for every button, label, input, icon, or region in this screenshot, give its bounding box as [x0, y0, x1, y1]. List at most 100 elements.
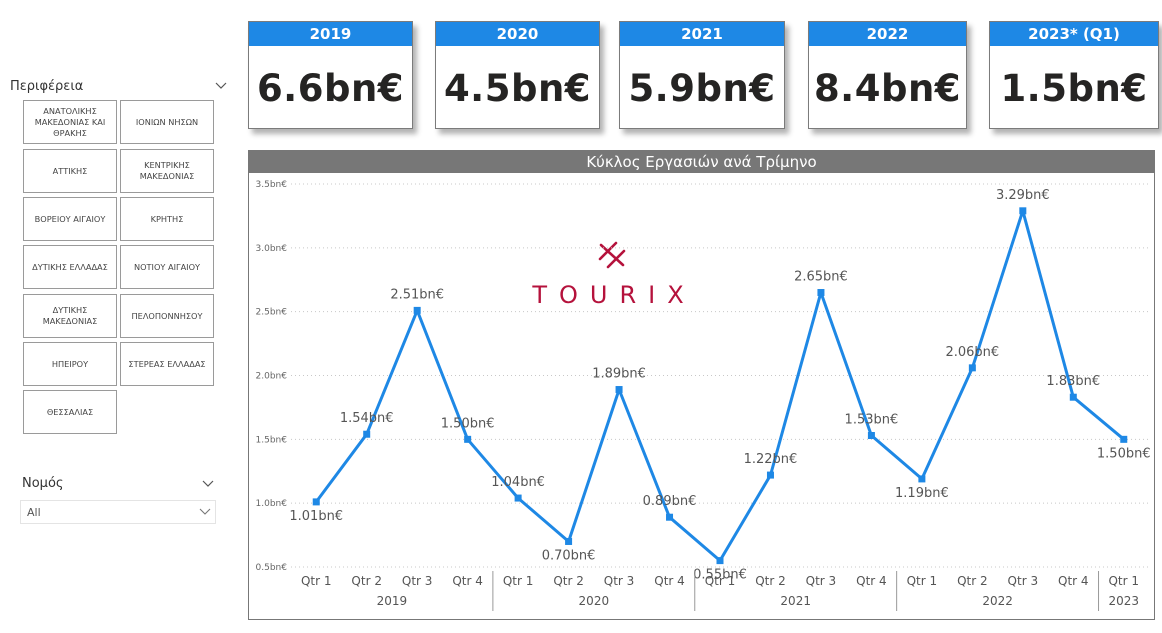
x-tick-label: Qtr 4 — [1058, 574, 1089, 588]
kpi-card-value: 1.5bn€ — [1000, 67, 1148, 110]
revenue-series-line — [314, 209, 1125, 563]
x-tick-label: Qtr 2 — [957, 574, 988, 588]
kpi-card-2021: 2021 5.9bn€ — [619, 21, 785, 129]
data-label: 2.06bn€ — [945, 345, 999, 360]
y-tick-label: 3.5bn€ — [256, 180, 288, 190]
year-label: 2023 — [1108, 594, 1139, 608]
data-point-marker — [1120, 435, 1128, 443]
chevron-down-icon[interactable] — [201, 477, 215, 491]
data-label: 0.89bn€ — [643, 494, 697, 509]
data-label: 2.51bn€ — [390, 287, 444, 302]
year-label: 2022 — [982, 594, 1013, 608]
data-label: 1.01bn€ — [289, 509, 343, 524]
tourix-logo-mark — [598, 241, 626, 269]
tourix-logo: TOURIX — [531, 241, 695, 309]
data-point-marker — [716, 557, 724, 565]
chart-title: Κύκλος Εργασιών ανά Τρίμηνο — [249, 151, 1154, 173]
data-label: 1.53bn€ — [845, 413, 899, 428]
kpi-card-2022: 2022 8.4bn€ — [808, 21, 967, 129]
y-tick-label: 1.5bn€ — [256, 435, 288, 445]
y-tick-label: 3.0bn€ — [256, 244, 288, 254]
region-tile[interactable]: ΔΥΤΙΚΗΣ ΜΑΚΕΔΟΝΙΑΣ — [23, 294, 117, 338]
kpi-card-value: 5.9bn€ — [628, 67, 776, 110]
x-tick-label: Qtr 1 — [907, 574, 938, 588]
data-point-marker — [666, 513, 674, 521]
x-tick-label: Qtr 1 — [1108, 574, 1139, 588]
data-label: 1.50bn€ — [1097, 446, 1151, 461]
data-point-marker — [817, 289, 825, 297]
quarterly-revenue-chart: Κύκλος Εργασιών ανά Τρίμηνο TOURIX 0.5bn… — [248, 150, 1155, 620]
kpi-card-2020: 2020 4.5bn€ — [435, 21, 600, 129]
region-tile[interactable]: ΙΟΝΙΩΝ ΝΗΣΩΝ — [120, 100, 214, 144]
x-tick-label: Qtr 3 — [604, 574, 635, 588]
data-label: 1.22bn€ — [744, 452, 798, 467]
y-tick-label: 2.5bn€ — [256, 308, 288, 318]
data-label: 0.70bn€ — [542, 548, 596, 563]
tourix-logo-text: TOURIX — [531, 281, 695, 309]
region-tile[interactable]: ΑΝΑΤΟΛΙΚΗΣ ΜΑΚΕΔΟΝΙΑΣ ΚΑΙ ΘΡΑΚΗΣ — [23, 100, 117, 144]
data-point-marker — [312, 498, 320, 506]
data-point-marker — [867, 432, 875, 440]
chevron-down-icon — [199, 508, 211, 515]
kpi-card-2019: 2019 6.6bn€ — [248, 21, 413, 129]
x-tick-label: Qtr 3 — [402, 574, 433, 588]
region-tile[interactable]: ΚΡΗΤΗΣ — [120, 197, 214, 241]
kpi-card-label: 2022 — [809, 22, 966, 46]
region-tile[interactable]: ΑΤΤΙΚΗΣ — [23, 149, 117, 193]
data-label: 1.19bn€ — [895, 486, 949, 501]
region-tile[interactable]: ΔΥΤΙΚΗΣ ΕΛΛΑΔΑΣ — [23, 245, 117, 289]
region-tile[interactable]: ΘΕΣΣΑΛΙΑΣ — [23, 390, 117, 434]
chevron-down-icon[interactable] — [214, 79, 228, 93]
data-label: 3.29bn€ — [996, 188, 1050, 203]
region-tile[interactable]: ΣΤΕΡΕΑΣ ΕΛΛΑΔΑΣ — [120, 342, 214, 386]
x-tick-label: Qtr 1 — [301, 574, 332, 588]
x-tick-label: Qtr 1 — [705, 574, 736, 588]
x-tick-label: Qtr 1 — [503, 574, 534, 588]
x-tick-label: Qtr 2 — [755, 574, 786, 588]
year-label: 2020 — [579, 594, 610, 608]
x-tick-label: Qtr 3 — [1008, 574, 1039, 588]
data-point-marker — [514, 494, 522, 502]
kpi-card-label: 2019 — [249, 22, 412, 46]
region-tile[interactable]: ΚΕΝΤΡΙΚΗΣ ΜΑΚΕΔΟΝΙΑΣ — [120, 149, 214, 193]
kpi-card-2023: 2023* (Q1) 1.5bn€ — [989, 21, 1159, 129]
x-tick-label: Qtr 3 — [806, 574, 837, 588]
data-point-marker — [413, 306, 421, 314]
kpi-card-label: 2023* (Q1) — [990, 22, 1158, 46]
kpi-card-label: 2021 — [620, 22, 784, 46]
data-point-marker — [464, 435, 472, 443]
data-point-marker — [363, 430, 371, 438]
y-tick-label: 1.0bn€ — [256, 499, 288, 509]
x-tick-label: Qtr 4 — [452, 574, 483, 588]
data-label: 1.83bn€ — [1046, 374, 1100, 389]
data-label: 0.55bn€ — [693, 568, 747, 583]
x-tick-label: Qtr 2 — [351, 574, 382, 588]
nomos-dropdown[interactable]: All — [20, 500, 216, 524]
kpi-card-value: 8.4bn€ — [813, 67, 962, 110]
year-label: 2019 — [377, 594, 408, 608]
data-point-marker — [1069, 393, 1077, 401]
year-label: 2021 — [780, 594, 811, 608]
y-tick-label: 2.0bn€ — [256, 372, 288, 382]
data-point-marker — [766, 471, 774, 479]
data-point-marker — [565, 537, 573, 545]
kpi-card-value: 4.5bn€ — [443, 67, 592, 110]
x-tick-label: Qtr 4 — [654, 574, 685, 588]
data-label: 1.89bn€ — [592, 367, 646, 382]
x-tick-label: Qtr 4 — [856, 574, 887, 588]
chart-plot: TOURIX 0.5bn€ 1.0bn€ 1.5bn€ 2.0bn€ 2.5bn€ 3.0… — [256, 180, 1151, 611]
x-tick-label: Qtr 2 — [553, 574, 584, 588]
region-tile[interactable]: ΒΟΡΕΙΟΥ ΑΙΓΑΙΟΥ — [23, 197, 117, 241]
data-label: 1.54bn€ — [340, 411, 394, 426]
data-point-marker — [918, 475, 926, 483]
data-label: 1.50bn€ — [441, 416, 495, 431]
data-label: 2.65bn€ — [794, 270, 848, 285]
y-tick-label: 0.5bn€ — [256, 563, 288, 573]
nomos-slicer-title: Νομός — [22, 476, 64, 491]
region-tile[interactable]: ΝΟΤΙΟΥ ΑΙΓΑΙΟΥ — [120, 245, 214, 289]
data-point-marker — [615, 386, 623, 394]
kpi-card-value: 6.6bn€ — [256, 67, 405, 110]
region-tile[interactable]: ΠΕΛΟΠΟΝΝΗΣΟΥ — [120, 294, 214, 338]
region-tile[interactable]: ΗΠΕΙΡΟΥ — [23, 342, 117, 386]
kpi-card-label: 2020 — [436, 22, 599, 46]
